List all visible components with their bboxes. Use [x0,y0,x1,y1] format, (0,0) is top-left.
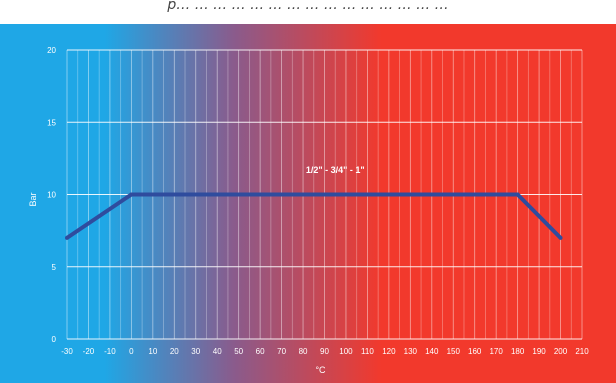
series-line [65,192,562,240]
x-tick-label: 120 [382,347,396,356]
top-caption: p… … … … … … … … … … … … … … … [0,0,616,24]
series-point [558,235,563,240]
y-tick-label: 0 [52,335,57,344]
x-tick-label: 10 [148,347,157,356]
x-tick-label: 100 [339,347,353,356]
series-point [515,192,520,197]
y-tick-label: 10 [47,191,56,200]
x-tick-label: -10 [104,347,116,356]
x-tick-label: 140 [425,347,439,356]
x-axis-title: °C [315,365,326,375]
x-tick-label: 200 [554,347,568,356]
x-tick-label: 0 [129,347,134,356]
x-tick-label: 170 [489,347,503,356]
y-tick-label: 5 [52,263,57,272]
x-tick-label: 50 [234,347,243,356]
x-tick-label: 150 [447,347,461,356]
chart-background [0,24,616,383]
chart-panel: -30 -20 -10 0 10 20 30 40 50 60 70 80 90 100 110 120 130… [0,24,616,383]
x-tick-label: 210 [575,347,589,356]
y-tick-labels: 0 5 10 15 20 [47,46,56,344]
x-tick-label: -30 [61,347,73,356]
x-tick-label: 30 [191,347,200,356]
x-tick-label: 60 [256,347,265,356]
x-tick-label: -20 [83,347,95,356]
y-tick-label: 20 [47,46,56,55]
x-tick-label: 110 [361,347,374,356]
y-axis-title: Bar [28,192,38,206]
series-point [65,235,69,240]
x-tick-label: 90 [320,347,329,356]
series-annotation: 1/2" - 3/4" - 1" [306,165,365,175]
x-tick-label: 180 [511,347,525,356]
series-point [129,192,134,197]
x-tick-label: 130 [404,347,418,356]
pressure-temperature-chart: -30 -20 -10 0 10 20 30 40 50 60 70 80 90 100 110 120 130… [0,24,616,383]
series-layer [65,192,563,240]
x-tick-label: 70 [277,347,286,356]
x-tick-label: 40 [213,347,222,356]
x-tick-label: 80 [299,347,308,356]
x-tick-label: 160 [468,347,482,356]
y-tick-label: 15 [47,118,56,127]
x-tick-label: 190 [532,347,546,356]
x-tick-labels: -30 -20 -10 0 10 20 30 40 50 60 70 80 90 100 110 120 130… [61,347,589,356]
x-tick-label: 20 [170,347,179,356]
